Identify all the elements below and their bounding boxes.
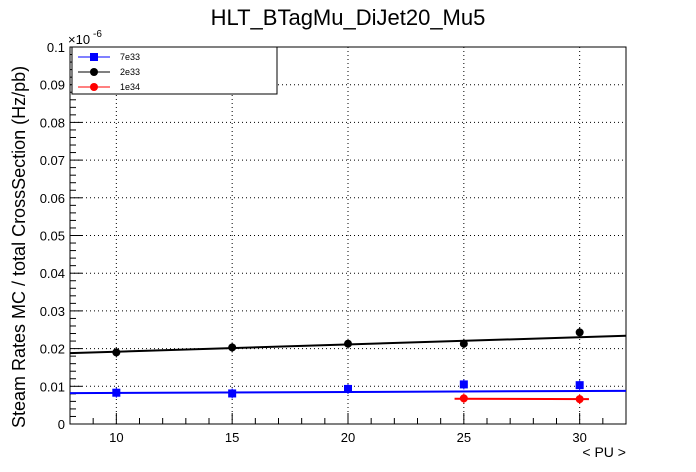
y-axis-multiplier: ×10 -6 [68, 29, 102, 47]
x-axis-label: < PU > [582, 444, 626, 460]
data-point-7e33 [575, 381, 584, 390]
data-point-7e33 [112, 388, 121, 397]
y-tick-label: 0.1 [47, 40, 65, 55]
legend-marker-2e33 [90, 68, 98, 76]
x-tick-label: 20 [341, 430, 355, 445]
legend-label-2e33: 2e33 [120, 67, 140, 77]
y-tick-label: 0.03 [40, 304, 65, 319]
data-point-2e33 [575, 328, 584, 337]
y-tick-label: 0.06 [40, 191, 65, 206]
x-tick-label: 15 [225, 430, 239, 445]
legend-marker-1e34 [90, 83, 98, 91]
y-exponent-text: -6 [93, 29, 102, 40]
y-tick-label: 0.09 [40, 78, 65, 93]
y-tick-label: 0.07 [40, 153, 65, 168]
chart-title: HLT_BTagMu_DiJet20_Mu5 [211, 5, 486, 30]
data-point-7e33 [459, 380, 468, 389]
legend-label-7e33: 7e33 [120, 52, 140, 62]
data-point-2e33 [112, 348, 121, 357]
y-axis-label: Steam Rates MC / total CrossSection (Hz/… [9, 66, 29, 428]
data-point-7e33 [344, 384, 352, 393]
legend-marker-7e33 [90, 53, 98, 61]
x-tick-label: 25 [457, 430, 471, 445]
data-point-1e34 [459, 394, 468, 403]
y-tick-label: 0.01 [40, 379, 65, 394]
data-point-1e34 [575, 395, 584, 404]
y-tick-label: 0.05 [40, 229, 65, 244]
legend-label-1e34: 1e34 [120, 82, 140, 92]
y-tick-label: 0.02 [40, 342, 65, 357]
x-tick-label: 10 [109, 430, 123, 445]
data-point-2e33 [228, 343, 237, 352]
y-multiplier-text: ×10 [68, 32, 90, 47]
axes: 10 15 20 25 30 0 0.01 0.02 0.03 0.04 0.05 0.06 0.07 0… [40, 40, 627, 445]
x-tick-label: 30 [572, 430, 586, 445]
data-point-2e33 [459, 339, 468, 348]
legend: 7e33 2e33 1e34 [71, 46, 278, 95]
y-tick-label: 0.04 [40, 266, 65, 281]
data-markers [112, 327, 584, 405]
y-tick-label: 0 [58, 417, 65, 432]
y-tick-label: 0.08 [40, 115, 65, 130]
legend-box [71, 46, 278, 95]
data-point-7e33 [228, 389, 237, 398]
data-point-2e33 [344, 339, 352, 348]
